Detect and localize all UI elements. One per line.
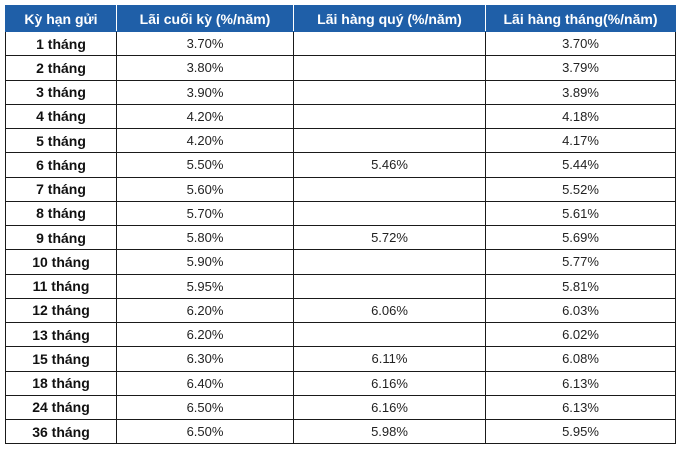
- monthly-rate-cell: 5.81%: [485, 273, 676, 299]
- table-row: 9 tháng 5.80% 5.72% 5.69%: [5, 224, 676, 251]
- table-row: 6 tháng 5.50% 5.46% 5.44%: [5, 152, 676, 178]
- quarterly-rate-cell: [293, 103, 486, 130]
- monthly-rate-cell: 5.95%: [485, 418, 676, 445]
- table-row: 24 tháng 6.50% 6.16% 6.13%: [5, 394, 676, 421]
- header-monthly-rate: Lãi hàng tháng(%/năm): [485, 5, 676, 32]
- end-of-term-rate-cell: 4.20%: [116, 103, 294, 130]
- end-of-term-rate-cell: 5.90%: [116, 249, 294, 275]
- end-of-term-rate-cell: 6.40%: [116, 370, 294, 396]
- end-of-term-rate-cell: 5.60%: [116, 176, 294, 202]
- quarterly-rate-cell: [293, 321, 486, 348]
- monthly-rate-cell: 6.02%: [485, 321, 676, 348]
- table-row: 2 tháng 3.80% 3.79%: [5, 55, 676, 81]
- monthly-rate-cell: 5.44%: [485, 152, 676, 178]
- term-cell: 15 tháng: [5, 346, 117, 372]
- end-of-term-rate-cell: 3.90%: [116, 79, 294, 105]
- header-end-of-term-rate: Lãi cuối kỳ (%/năm): [116, 5, 294, 32]
- quarterly-rate-cell: 6.16%: [293, 394, 486, 421]
- quarterly-rate-cell: [293, 273, 486, 299]
- term-cell: 3 tháng: [5, 79, 117, 105]
- table-row: 1 tháng 3.70% 3.70%: [5, 30, 676, 57]
- monthly-rate-cell: 5.52%: [485, 176, 676, 202]
- term-cell: 6 tháng: [5, 152, 117, 178]
- monthly-rate-cell: 6.13%: [485, 370, 676, 396]
- table-row: 5 tháng 4.20% 4.17%: [5, 127, 676, 154]
- term-cell: 7 tháng: [5, 176, 117, 202]
- table-header: Kỳ hạn gửi Lãi cuối kỳ (%/năm) Lãi hàng …: [5, 5, 676, 32]
- monthly-rate-cell: 6.13%: [485, 394, 676, 421]
- monthly-rate-cell: 3.70%: [485, 30, 676, 57]
- end-of-term-rate-cell: 5.95%: [116, 273, 294, 299]
- term-cell: 5 tháng: [5, 127, 117, 154]
- monthly-rate-cell: 6.08%: [485, 346, 676, 372]
- monthly-rate-cell: 3.79%: [485, 55, 676, 81]
- term-cell: 10 tháng: [5, 249, 117, 275]
- end-of-term-rate-cell: 3.70%: [116, 30, 294, 57]
- end-of-term-rate-cell: 6.20%: [116, 297, 294, 324]
- table-row: 3 tháng 3.90% 3.89%: [5, 79, 676, 105]
- header-term: Kỳ hạn gửi: [5, 5, 117, 32]
- monthly-rate-cell: 5.77%: [485, 249, 676, 275]
- end-of-term-rate-cell: 6.30%: [116, 346, 294, 372]
- term-cell: 4 tháng: [5, 103, 117, 130]
- table-row: 15 tháng 6.30% 6.11% 6.08%: [5, 346, 676, 372]
- table-row: 36 tháng 6.50% 5.98% 5.95%: [5, 418, 676, 445]
- monthly-rate-cell: 4.18%: [485, 103, 676, 130]
- end-of-term-rate-cell: 6.20%: [116, 321, 294, 348]
- rates-table-container: Kỳ hạn gửi Lãi cuối kỳ (%/năm) Lãi hàng …: [5, 5, 676, 445]
- monthly-rate-cell: 6.03%: [485, 297, 676, 324]
- table-row: 4 tháng 4.20% 4.18%: [5, 103, 676, 130]
- term-cell: 11 tháng: [5, 273, 117, 299]
- end-of-term-rate-cell: 6.50%: [116, 394, 294, 421]
- table-row: 8 tháng 5.70% 5.61%: [5, 200, 676, 227]
- quarterly-rate-cell: [293, 176, 486, 202]
- interest-rate-table: Kỳ hạn gửi Lãi cuối kỳ (%/năm) Lãi hàng …: [5, 5, 676, 445]
- quarterly-rate-cell: 5.98%: [293, 418, 486, 445]
- end-of-term-rate-cell: 5.50%: [116, 152, 294, 178]
- table-row: 10 tháng 5.90% 5.77%: [5, 249, 676, 275]
- monthly-rate-cell: 5.61%: [485, 200, 676, 227]
- quarterly-rate-cell: 6.11%: [293, 346, 486, 372]
- quarterly-rate-cell: [293, 200, 486, 227]
- quarterly-rate-cell: 5.72%: [293, 224, 486, 251]
- monthly-rate-cell: 4.17%: [485, 127, 676, 154]
- header-quarterly-rate: Lãi hàng quý (%/năm): [293, 5, 486, 32]
- table-row: 13 tháng 6.20% 6.02%: [5, 321, 676, 348]
- table-body: 1 tháng 3.70% 3.70% 2 tháng 3.80% 3.79% 3 thán…: [5, 30, 676, 445]
- table-row: 12 tháng 6.20% 6.06% 6.03%: [5, 297, 676, 324]
- end-of-term-rate-cell: 5.80%: [116, 224, 294, 251]
- term-cell: 8 tháng: [5, 200, 117, 227]
- end-of-term-rate-cell: 4.20%: [116, 127, 294, 154]
- end-of-term-rate-cell: 5.70%: [116, 200, 294, 227]
- quarterly-rate-cell: 6.06%: [293, 297, 486, 324]
- quarterly-rate-cell: [293, 127, 486, 154]
- term-cell: 24 tháng: [5, 394, 117, 421]
- end-of-term-rate-cell: 6.50%: [116, 418, 294, 445]
- table-row: 7 tháng 5.60% 5.52%: [5, 176, 676, 202]
- monthly-rate-cell: 3.89%: [485, 79, 676, 105]
- quarterly-rate-cell: 5.46%: [293, 152, 486, 178]
- term-cell: 12 tháng: [5, 297, 117, 324]
- quarterly-rate-cell: [293, 249, 486, 275]
- term-cell: 13 tháng: [5, 321, 117, 348]
- quarterly-rate-cell: [293, 30, 486, 57]
- header-row: Kỳ hạn gửi Lãi cuối kỳ (%/năm) Lãi hàng …: [5, 5, 676, 32]
- quarterly-rate-cell: [293, 79, 486, 105]
- term-cell: 36 tháng: [5, 418, 117, 445]
- term-cell: 1 tháng: [5, 30, 117, 57]
- quarterly-rate-cell: 6.16%: [293, 370, 486, 396]
- end-of-term-rate-cell: 3.80%: [116, 55, 294, 81]
- term-cell: 18 tháng: [5, 370, 117, 396]
- term-cell: 2 tháng: [5, 55, 117, 81]
- table-row: 11 tháng 5.95% 5.81%: [5, 273, 676, 299]
- monthly-rate-cell: 5.69%: [485, 224, 676, 251]
- table-row: 18 tháng 6.40% 6.16% 6.13%: [5, 370, 676, 396]
- quarterly-rate-cell: [293, 55, 486, 81]
- term-cell: 9 tháng: [5, 224, 117, 251]
